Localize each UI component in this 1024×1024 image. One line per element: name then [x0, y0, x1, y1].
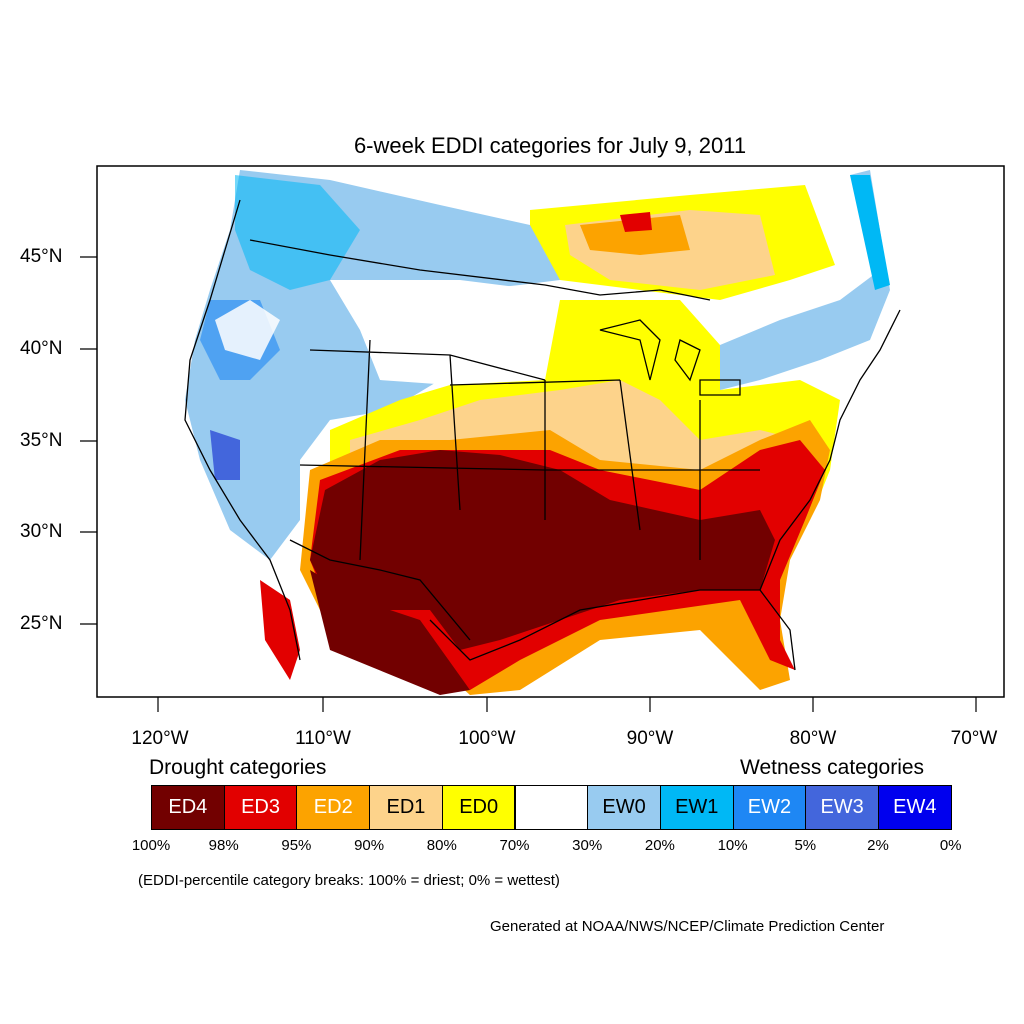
wetness-heading: Wetness categories [740, 756, 925, 779]
baja-drought-region [260, 580, 300, 680]
lon-label-70: 70°W [950, 728, 998, 749]
legend-category-ed2: ED2 [296, 785, 371, 830]
canada-ed3-spot [620, 212, 652, 232]
percent-break-label: 0% [939, 837, 962, 854]
west-ew1-region [235, 175, 360, 290]
percent-break-label: 95% [281, 837, 312, 854]
lon-label-100: 100°W [458, 728, 516, 749]
percent-break-label: 70% [499, 837, 530, 854]
legend-category-ed0: ED0 [441, 785, 516, 830]
percent-break-label: 2% [867, 837, 889, 854]
legend-category-ew2: EW2 [732, 785, 807, 830]
legend-category-ew4: EW4 [878, 785, 952, 830]
map-title: 6-week EDDI categories for July 9, 2011 [353, 133, 747, 158]
lon-label-90: 90°W [626, 728, 674, 749]
state-lines [299, 339, 760, 561]
lon-label-80: 80°W [789, 728, 837, 749]
percent-break-label: 90% [354, 837, 385, 854]
mexico-ed4-region [310, 570, 470, 695]
lat-label-40: 40°N [20, 338, 63, 359]
west-ew3-region [210, 430, 240, 480]
east-coastline [759, 309, 901, 591]
legend-category-ew0: EW0 [587, 785, 661, 830]
map-frame [96, 165, 1005, 698]
southern-ed4-region [310, 450, 775, 650]
great-lakes [599, 319, 741, 396]
percent-break-label: 5% [794, 837, 817, 854]
legend-category-ed4: ED4 [151, 785, 225, 830]
lon-label-110: 110°W [295, 728, 351, 749]
percent-break-label: 10% [717, 837, 748, 854]
legend-category-ew3: EW3 [805, 785, 879, 830]
lon-label-120: 120°W [131, 728, 189, 749]
legend-category-ed1: ED1 [369, 785, 443, 830]
percent-break-label: 20% [644, 837, 675, 854]
percent-break-label: 80% [426, 837, 457, 854]
lat-label-45: 45°N [20, 246, 63, 267]
west-coastline [184, 199, 301, 661]
percent-break-label: 30% [572, 837, 603, 854]
us-canada-border [249, 239, 711, 301]
drought-heading: Drought categories [149, 756, 327, 779]
legend-category-neutral [514, 785, 589, 830]
lat-label-30: 30°N [20, 521, 63, 542]
northeast-ew1-region [850, 175, 890, 290]
percent-break-label: 98% [208, 837, 239, 854]
northeast-wet-region [720, 170, 890, 390]
gulf-coastline [429, 589, 796, 671]
lat-label-25: 25°N [20, 613, 63, 634]
legend-category-ed3: ED3 [223, 785, 298, 830]
credit-text: Generated at NOAA/NWS/NCEP/Climate Predi… [490, 918, 885, 935]
legend-note: (EDDI-percentile category breaks: 100% =… [138, 872, 560, 889]
legend-category-ew1: EW1 [659, 785, 734, 830]
percent-break-label: 100% [131, 837, 171, 854]
mexico-border [289, 539, 471, 641]
lat-label-35: 35°N [20, 430, 63, 451]
canada-ed2-region [580, 215, 690, 255]
west-white-region [215, 300, 280, 360]
north-white-region [330, 280, 545, 385]
